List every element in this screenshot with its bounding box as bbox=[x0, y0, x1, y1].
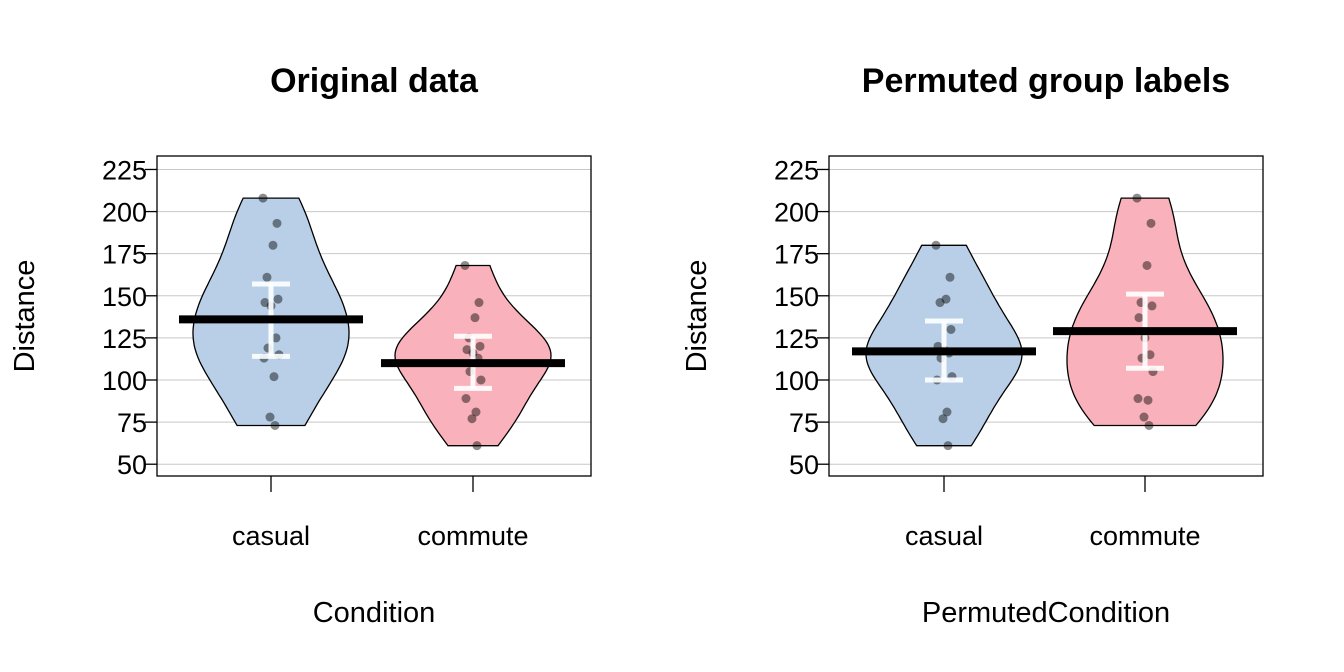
data-point bbox=[946, 324, 956, 334]
y-tick-label: 50 bbox=[117, 450, 147, 480]
data-point bbox=[273, 294, 283, 304]
group-commute bbox=[381, 260, 565, 451]
data-point bbox=[269, 372, 279, 382]
plot-frame bbox=[156, 155, 592, 477]
data-point bbox=[1142, 260, 1152, 270]
data-point bbox=[945, 272, 955, 282]
y-tick-label: 225 bbox=[774, 155, 819, 185]
data-point bbox=[262, 272, 272, 282]
data-point bbox=[461, 394, 471, 404]
data-point bbox=[1134, 313, 1144, 323]
data-point bbox=[472, 441, 482, 451]
data-point bbox=[476, 375, 486, 385]
chart-title: Original data bbox=[270, 62, 479, 100]
data-point bbox=[474, 298, 484, 308]
group-commute bbox=[1053, 193, 1237, 430]
group-casual bbox=[179, 193, 363, 430]
data-point bbox=[271, 333, 281, 343]
chart-panel-2: Permuted group labels casual commute 50 75 10… bbox=[681, 62, 1264, 629]
x-tick-label: casual bbox=[905, 521, 983, 551]
y-tick-label: 225 bbox=[102, 155, 147, 185]
data-point bbox=[1132, 193, 1142, 203]
x-axis-label: PermutedCondition bbox=[922, 597, 1170, 629]
data-point bbox=[460, 260, 470, 270]
y-tick-label: 75 bbox=[117, 408, 147, 438]
y-tick-label: 175 bbox=[102, 240, 147, 270]
data-point bbox=[258, 193, 268, 203]
data-point bbox=[462, 345, 472, 355]
data-point bbox=[1147, 301, 1157, 311]
data-point bbox=[941, 294, 951, 304]
x-tick-label: commute bbox=[417, 521, 528, 551]
data-point bbox=[470, 313, 480, 323]
data-point bbox=[1143, 395, 1153, 405]
y-tick-label: 125 bbox=[774, 324, 819, 354]
y-tick-label: 100 bbox=[102, 366, 147, 396]
y-tick-label: 150 bbox=[774, 282, 819, 312]
x-tick-label: commute bbox=[1089, 521, 1200, 551]
y-tick-label: 150 bbox=[102, 282, 147, 312]
data-point bbox=[467, 414, 477, 424]
y-tick-label: 200 bbox=[774, 198, 819, 228]
data-point bbox=[943, 441, 953, 451]
y-tick-label: 200 bbox=[102, 198, 147, 228]
y-axis-label: Distance bbox=[9, 260, 41, 373]
data-point bbox=[272, 218, 282, 228]
y-tick-label: 175 bbox=[774, 240, 819, 270]
plot-frame bbox=[828, 155, 1264, 477]
data-point bbox=[471, 407, 481, 417]
chart-panel-1: Original data casual commute 50 75 100 125 150 1… bbox=[9, 62, 592, 629]
y-axis-label: Distance bbox=[681, 260, 713, 373]
data-point bbox=[1133, 394, 1143, 404]
y-tick-label: 50 bbox=[789, 450, 819, 480]
y-tick-label: 125 bbox=[102, 324, 147, 354]
data-point bbox=[942, 407, 952, 417]
x-tick-label: casual bbox=[232, 521, 310, 551]
data-point bbox=[931, 240, 941, 250]
data-point bbox=[938, 414, 948, 424]
data-point bbox=[1144, 420, 1154, 430]
data-point bbox=[1145, 350, 1155, 360]
data-point bbox=[475, 341, 485, 351]
data-point bbox=[260, 298, 270, 308]
x-axis-label: Condition bbox=[313, 597, 436, 629]
data-point bbox=[1139, 412, 1149, 422]
y-tick-label: 75 bbox=[789, 408, 819, 438]
chart-title: Permuted group labels bbox=[862, 62, 1230, 100]
data-point bbox=[270, 420, 280, 430]
data-point bbox=[268, 240, 278, 250]
y-tick-label: 100 bbox=[774, 366, 819, 396]
data-point bbox=[265, 412, 275, 422]
group-casual bbox=[852, 240, 1036, 451]
data-point bbox=[935, 298, 945, 308]
data-point bbox=[1146, 218, 1156, 228]
